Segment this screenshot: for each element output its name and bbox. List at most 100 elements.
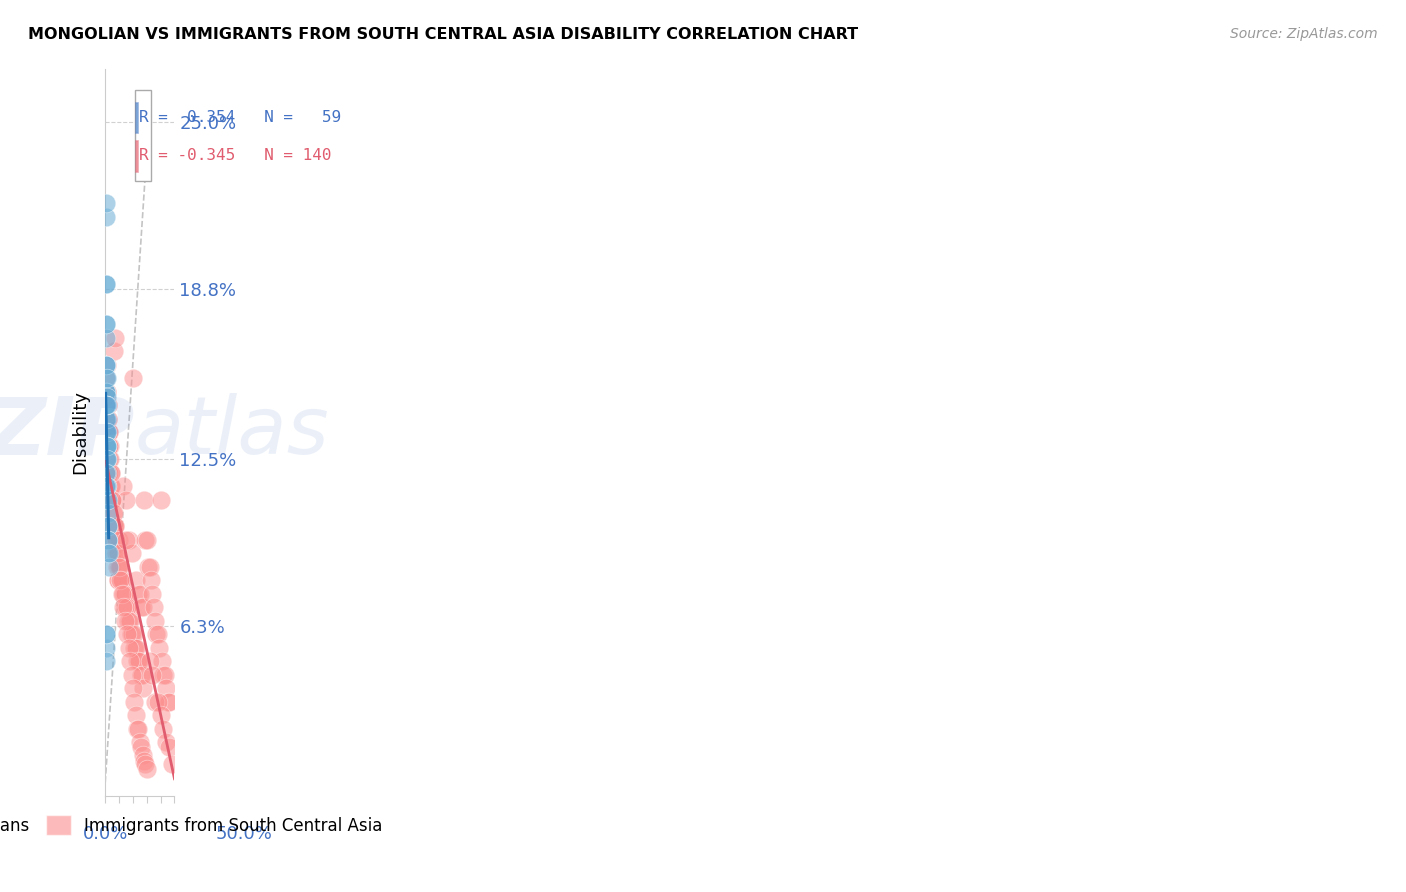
- Point: [96, 411, 118, 425]
- Point: [94, 398, 117, 412]
- Point: [94, 277, 117, 291]
- Point: [129, 740, 152, 755]
- Text: 0.0%: 0.0%: [83, 825, 128, 843]
- Point: [94, 654, 117, 668]
- Point: [131, 600, 153, 615]
- Point: [128, 587, 150, 601]
- Point: [160, 756, 183, 771]
- Point: [110, 574, 132, 588]
- Point: [125, 708, 148, 723]
- Point: [97, 439, 120, 453]
- Point: [127, 722, 149, 736]
- Point: [96, 398, 118, 412]
- Point: [96, 384, 118, 399]
- Point: [97, 411, 120, 425]
- Point: [107, 546, 129, 560]
- Point: [139, 574, 162, 588]
- Point: [105, 533, 128, 547]
- Point: [96, 398, 118, 412]
- Point: [152, 722, 174, 736]
- Point: [132, 492, 155, 507]
- Point: [110, 560, 132, 574]
- Point: [157, 740, 180, 755]
- Point: [134, 533, 156, 547]
- Point: [124, 640, 146, 655]
- Point: [97, 533, 120, 547]
- Point: [97, 425, 120, 440]
- Point: [132, 681, 155, 695]
- Point: [122, 681, 145, 695]
- Point: [97, 506, 120, 520]
- Point: [98, 466, 121, 480]
- Point: [94, 331, 117, 345]
- Point: [132, 754, 155, 768]
- Point: [98, 439, 121, 453]
- Point: [98, 466, 121, 480]
- Point: [157, 695, 180, 709]
- Point: [97, 560, 120, 574]
- Point: [108, 560, 131, 574]
- Point: [131, 667, 153, 681]
- Point: [111, 574, 134, 588]
- Point: [96, 439, 118, 453]
- Point: [103, 506, 125, 520]
- FancyBboxPatch shape: [135, 90, 150, 181]
- Point: [104, 331, 127, 345]
- Point: [105, 546, 128, 560]
- Point: [94, 398, 117, 412]
- Point: [111, 587, 134, 601]
- Point: [96, 371, 118, 385]
- Point: [97, 425, 120, 440]
- Point: [122, 371, 145, 385]
- Point: [138, 560, 160, 574]
- Point: [118, 533, 141, 547]
- Point: [108, 574, 131, 588]
- Point: [103, 519, 125, 533]
- Point: [94, 384, 117, 399]
- Point: [135, 533, 157, 547]
- Point: [141, 587, 163, 601]
- Point: [111, 587, 134, 601]
- Point: [96, 479, 118, 493]
- Point: [96, 318, 118, 332]
- Point: [108, 533, 131, 547]
- Point: [94, 425, 117, 440]
- Point: [97, 546, 120, 560]
- Point: [97, 425, 120, 440]
- Point: [94, 210, 117, 224]
- Point: [128, 735, 150, 749]
- Point: [96, 398, 118, 412]
- Point: [122, 627, 145, 641]
- Point: [96, 398, 118, 412]
- Point: [127, 654, 149, 668]
- Point: [114, 587, 136, 601]
- Point: [148, 640, 170, 655]
- Point: [129, 600, 152, 615]
- Point: [150, 654, 173, 668]
- Point: [112, 587, 135, 601]
- Point: [96, 398, 118, 412]
- Point: [156, 695, 179, 709]
- Point: [125, 722, 148, 736]
- Point: [124, 640, 146, 655]
- Point: [97, 533, 120, 547]
- Point: [97, 546, 120, 560]
- Point: [94, 358, 117, 372]
- Point: [104, 533, 127, 547]
- Point: [121, 546, 143, 560]
- Point: [125, 654, 148, 668]
- Point: [115, 533, 138, 547]
- Point: [127, 587, 149, 601]
- Point: [101, 533, 124, 547]
- Point: [94, 627, 117, 641]
- Point: [155, 735, 177, 749]
- Point: [96, 479, 118, 493]
- Text: 50.0%: 50.0%: [215, 825, 273, 843]
- Point: [142, 600, 165, 615]
- Point: [96, 492, 118, 507]
- Point: [152, 667, 174, 681]
- Point: [117, 614, 139, 628]
- Point: [94, 479, 117, 493]
- Point: [96, 398, 118, 412]
- Text: R = -0.345   N = 140: R = -0.345 N = 140: [139, 148, 332, 163]
